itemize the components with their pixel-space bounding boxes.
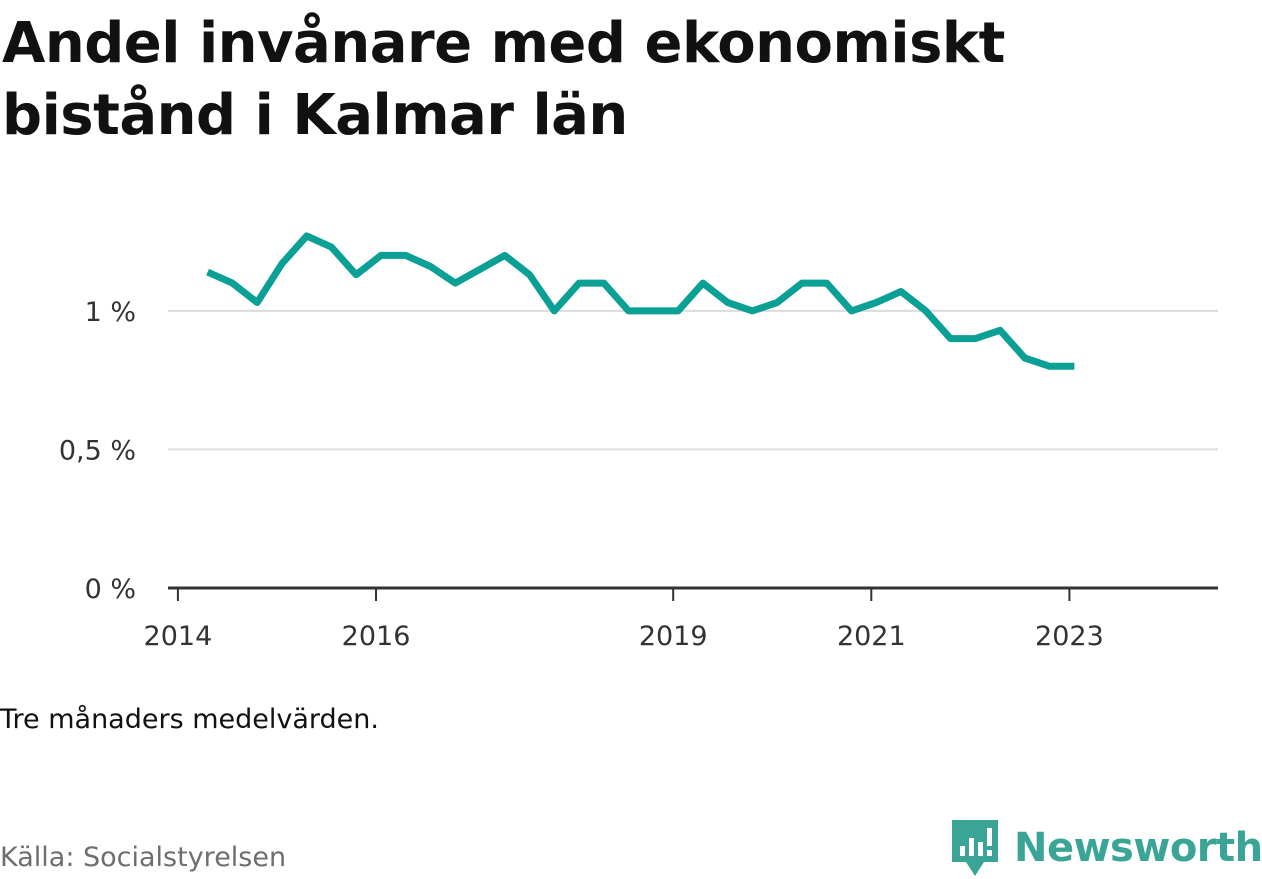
x-tick-label: 2023 — [1035, 621, 1104, 652]
brand-logo: Newsworthy — [950, 818, 1262, 878]
newsworthy-logo-icon — [952, 820, 998, 876]
x-tick-label: 2016 — [342, 621, 411, 652]
y-tick-label: 0 % — [85, 574, 136, 605]
gridlines — [168, 309, 1218, 451]
x-tick-label: 2014 — [144, 621, 213, 652]
series-line-0 — [206, 232, 1075, 370]
x-tick-label: 2021 — [837, 621, 906, 652]
brand-name: Newsworthy — [1014, 825, 1262, 871]
y-axis-ticks: 0 % 0,5 % 1 % — [59, 297, 136, 605]
y-tick-label: 0,5 % — [59, 435, 136, 466]
source-text: Källa: Socialstyrelsen — [0, 842, 287, 873]
line-chart: 0 % 0,5 % 1 % 2014 2016 2019 2021 2023 — [59, 232, 1218, 652]
y-tick-label: 1 % — [85, 297, 136, 328]
series-layer — [206, 232, 1075, 370]
x-tick-label: 2019 — [639, 621, 708, 652]
x-axis: 2014 2016 2019 2021 2023 — [144, 586, 1218, 652]
chart-title: Andel invånare med ekonomiskt bistånd i … — [2, 11, 1005, 148]
chart-note: Tre månaders medelvärden. — [0, 704, 379, 735]
